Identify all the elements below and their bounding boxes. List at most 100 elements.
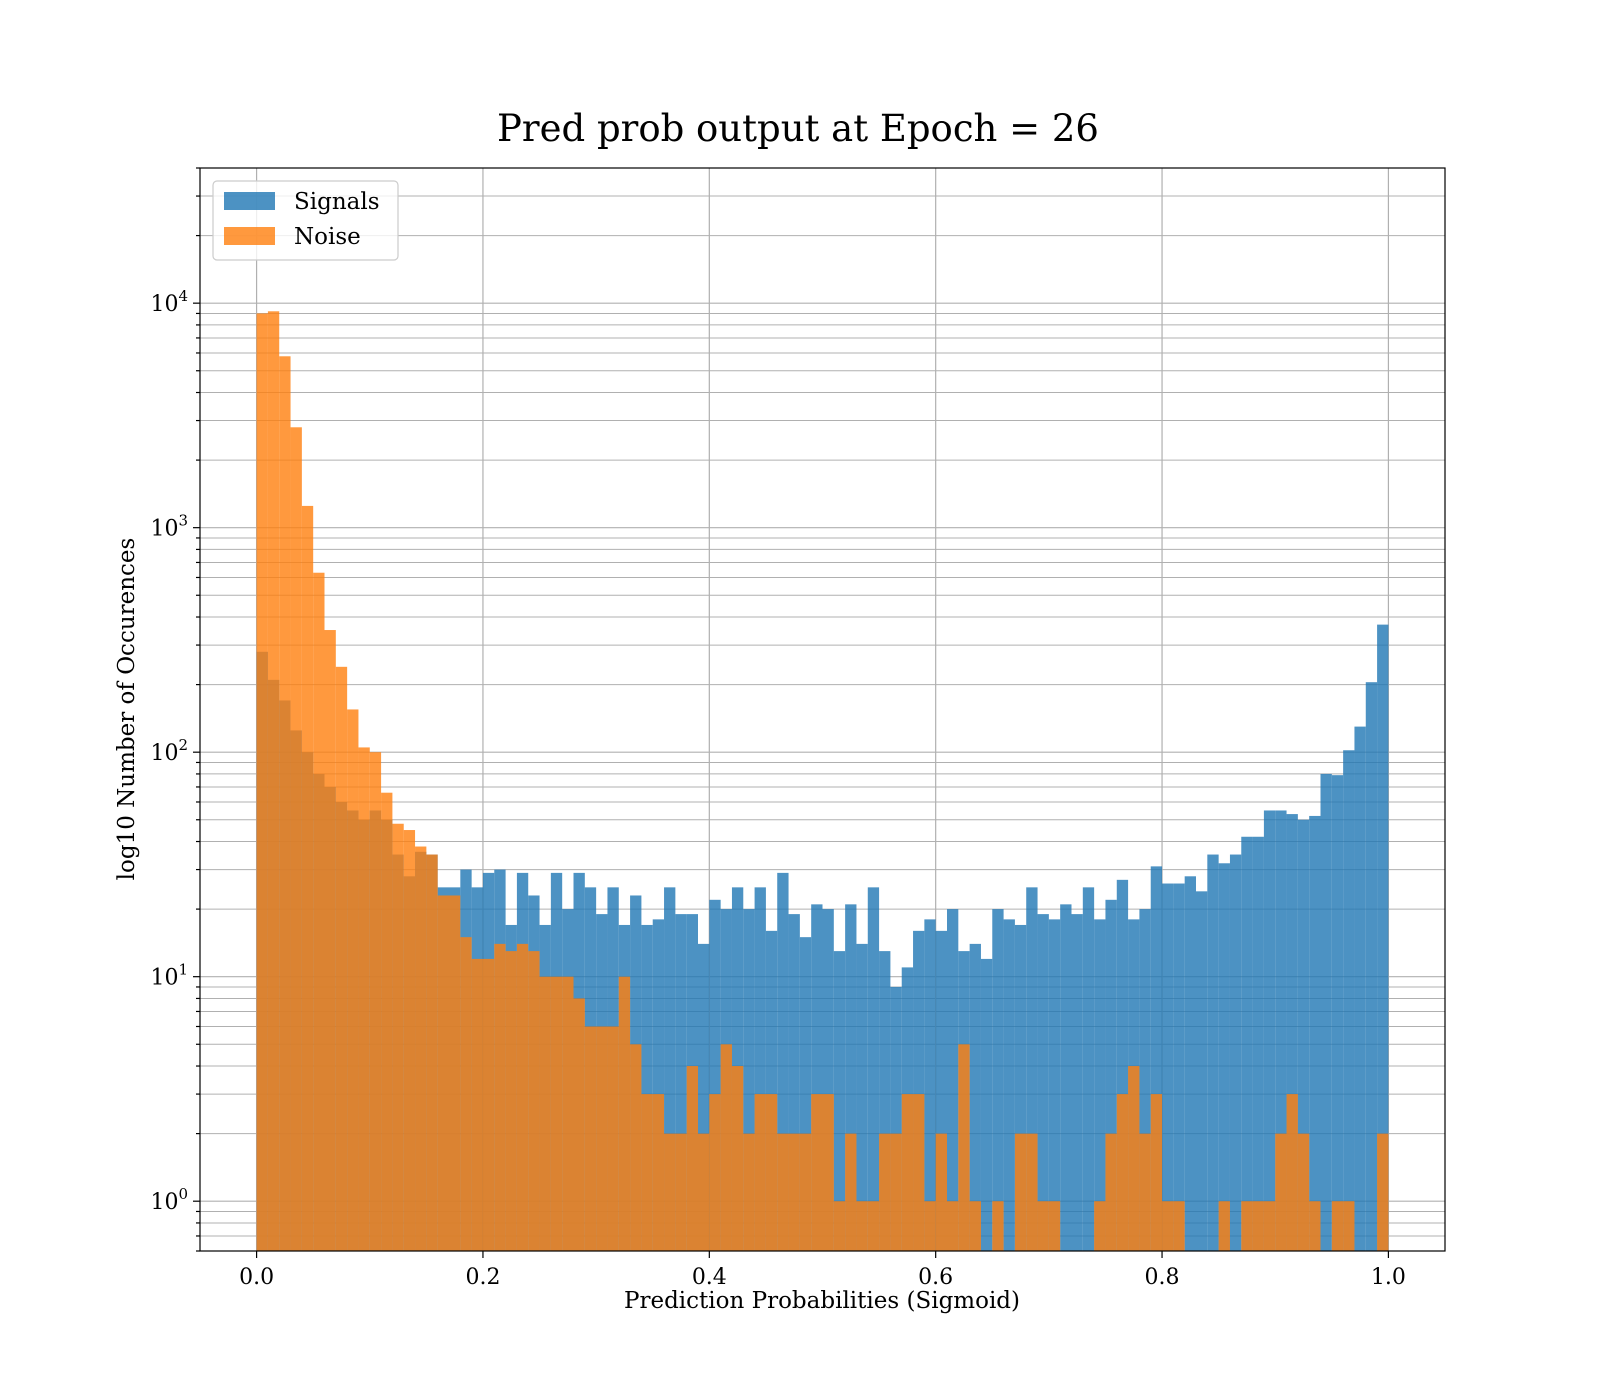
bar-noise (1218, 1201, 1230, 1251)
bar-noise (482, 958, 495, 1251)
bar-noise (1105, 1133, 1117, 1251)
bar-signals (664, 887, 676, 1251)
bar-noise (1377, 1133, 1389, 1251)
x-tick-label: 0.6 (918, 1265, 953, 1290)
bar-signals (1150, 866, 1163, 1251)
legend: Signals Noise (212, 180, 399, 261)
x-tick-label: 0.0 (239, 1265, 274, 1290)
bar-noise (267, 311, 280, 1251)
bar-signals (1252, 836, 1264, 1251)
bar-noise (290, 427, 302, 1251)
bar-signals (709, 899, 721, 1251)
bar-noise (516, 943, 529, 1251)
bar-noise (573, 998, 585, 1251)
bar-signals (833, 951, 846, 1251)
legend-swatch-noise (224, 227, 275, 245)
bar-signals (1354, 726, 1366, 1251)
x-tick-label: 1.0 (1371, 1265, 1406, 1290)
bar-signals (1365, 682, 1378, 1251)
bar-noise (1331, 1201, 1344, 1251)
bar-signals (980, 958, 993, 1251)
bar-noise (731, 1066, 744, 1251)
bar-noise (392, 823, 404, 1251)
bar-noise (1116, 1094, 1129, 1251)
bar-noise (369, 752, 382, 1251)
bar-noise (1241, 1201, 1253, 1251)
bar-signals (845, 904, 857, 1251)
bar-signals (1060, 904, 1072, 1251)
legend-swatch-signals (224, 192, 275, 210)
bar-noise (1309, 1201, 1321, 1251)
bar-signals (1196, 891, 1208, 1251)
bar-noise (754, 1094, 766, 1251)
bar-noise (641, 1094, 653, 1251)
bar-noise (1048, 1201, 1061, 1251)
bar-signals (947, 909, 959, 1251)
bar-noise (1150, 1094, 1163, 1251)
bar-signals (924, 919, 936, 1251)
bar-signals (1162, 883, 1174, 1251)
bar-signals (698, 943, 710, 1251)
bar-signals (1320, 773, 1332, 1251)
y-tick-label: 103 (150, 512, 188, 542)
bar-signals (1263, 810, 1276, 1251)
bar-signals (1377, 624, 1389, 1251)
bar-noise (879, 1133, 891, 1251)
bar-signals (879, 951, 891, 1251)
x-tick-label: 0.8 (1145, 1265, 1180, 1290)
bar-signals (1003, 919, 1015, 1251)
bar-noise (924, 1201, 936, 1251)
bar-noise (607, 1026, 619, 1251)
bar-signals (811, 904, 823, 1251)
x-tick-label: 0.2 (465, 1265, 500, 1290)
bar-noise (992, 1201, 1004, 1251)
bar-noise (403, 830, 416, 1251)
bar-noise (709, 1094, 721, 1251)
bar-noise (313, 572, 325, 1251)
bar-signals (1116, 879, 1129, 1251)
bar-noise (562, 976, 574, 1251)
bar-noise (539, 976, 551, 1251)
bar-noise (550, 976, 563, 1251)
bar-signals (822, 909, 834, 1251)
bar-signals (1229, 854, 1242, 1251)
bar-noise (856, 1201, 868, 1251)
bar-noise (358, 747, 370, 1251)
y-axis-label: log10 Number of Occurences (114, 538, 140, 881)
bar-signals (1297, 819, 1310, 1251)
bar-noise (799, 1133, 812, 1251)
bar-noise (698, 1133, 710, 1251)
legend-label-signals: Signals (294, 189, 380, 215)
bar-noise (720, 1044, 732, 1251)
bar-signals (1241, 836, 1253, 1251)
bar-signals (652, 919, 665, 1251)
bar-signals (1309, 815, 1321, 1251)
bar-noise (969, 1201, 981, 1251)
bar-noise (618, 976, 631, 1251)
bar-signals (1037, 914, 1049, 1251)
bar-signals (1071, 914, 1083, 1251)
bar-noise (686, 1066, 698, 1251)
bar-noise (630, 1044, 642, 1251)
bar-noise (449, 895, 461, 1251)
bar-signals (890, 986, 902, 1251)
bar-noise (460, 937, 472, 1251)
y-tick-label: 101 (150, 961, 188, 991)
bar-noise (1263, 1201, 1276, 1251)
bar-signals (1026, 887, 1038, 1251)
bar-noise (811, 1094, 823, 1251)
bar-noise (1037, 1201, 1049, 1251)
y-tick-label: 100 (150, 1185, 188, 1215)
bar-signals (913, 930, 925, 1251)
bar-signals (1094, 919, 1106, 1251)
bar-signals (1082, 887, 1095, 1251)
bar-noise (901, 1094, 914, 1251)
bar-signals (1184, 876, 1196, 1251)
bar-noise (845, 1133, 857, 1251)
bar-noise (765, 1094, 778, 1251)
bar-signals (675, 914, 687, 1251)
bar-noise (1162, 1201, 1174, 1251)
bar-noise (1139, 1133, 1151, 1251)
y-tick-label: 104 (150, 287, 188, 317)
bar-noise (664, 1133, 676, 1251)
